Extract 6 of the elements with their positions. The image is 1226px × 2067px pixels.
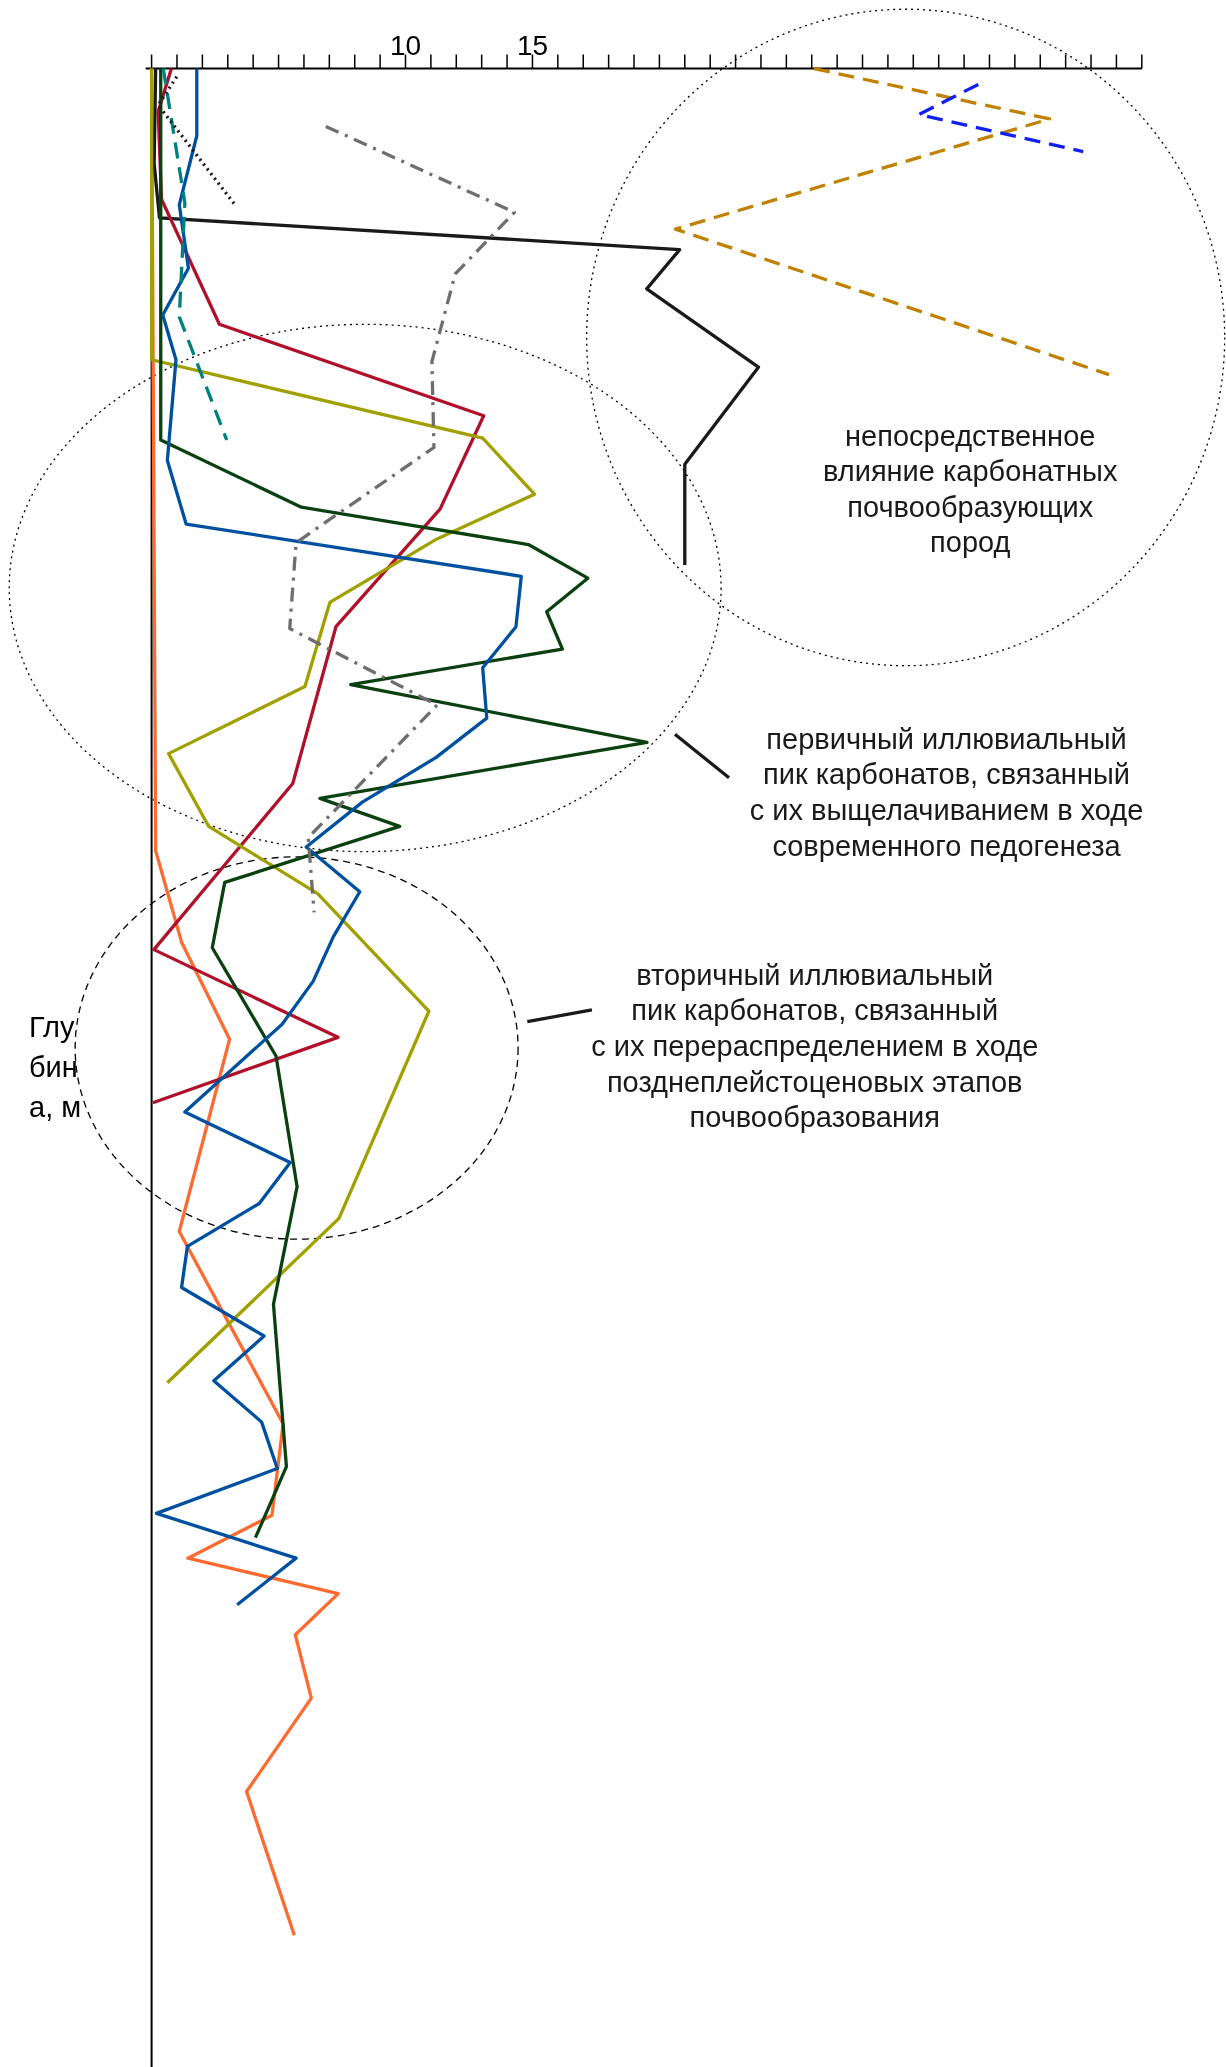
annotation: вторичный иллювиальный пик карбонатов, связанный с их перераспределением в ходе позднеплейстоценовых этапов почвообразования [591, 958, 1039, 1134]
x-tick-label: 15 [516, 29, 549, 61]
y-axis-title: Глубина, м [29, 1011, 82, 1123]
annotation: непосредственное влияние карбонатных почвообразующих пород [823, 419, 1118, 559]
annotation: первичный иллювиальный пик карбонатов, связанный с их выщелачиванием в ходе современного педогенеза [749, 722, 1144, 862]
x-tick-label: 10 [389, 29, 422, 61]
